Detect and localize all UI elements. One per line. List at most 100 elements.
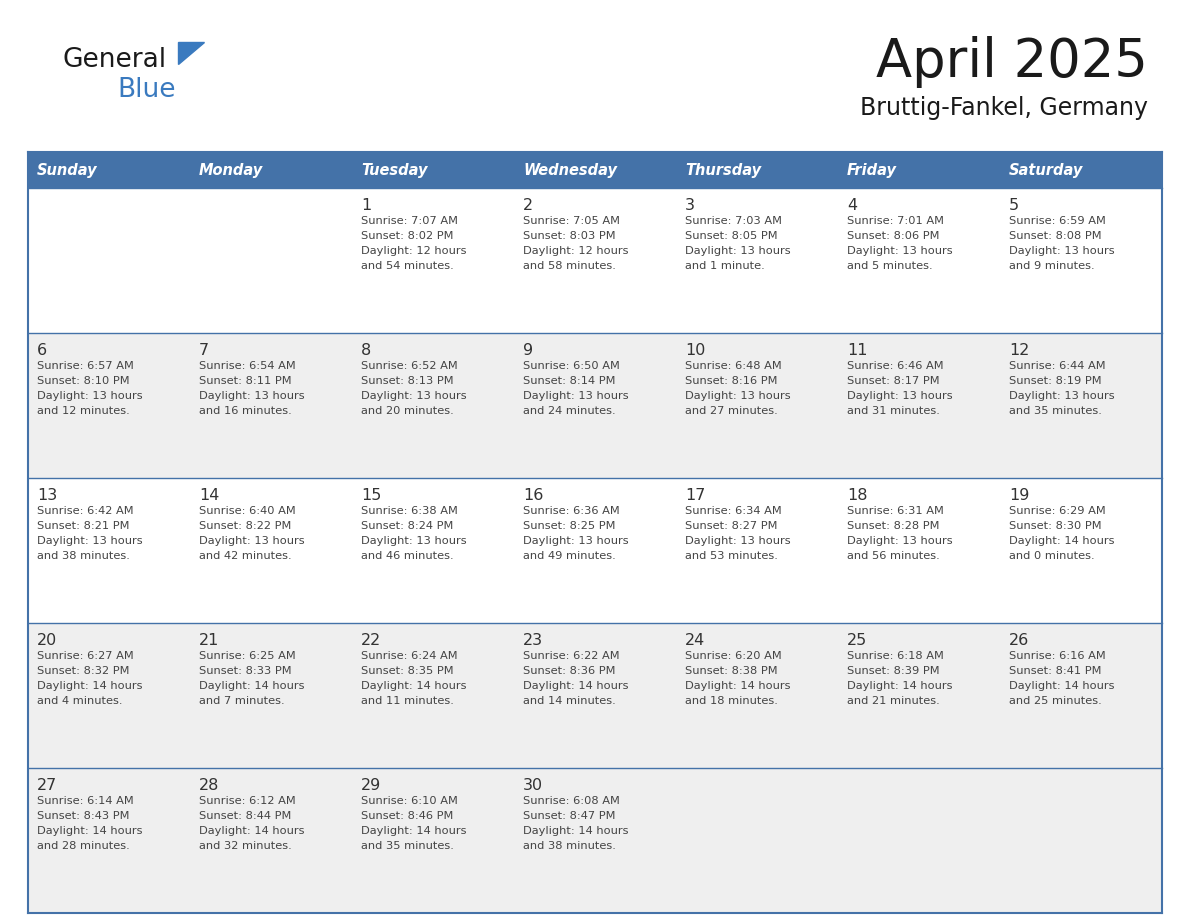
Text: April 2025: April 2025 [876,36,1148,88]
Text: Sunrise: 7:05 AM: Sunrise: 7:05 AM [523,216,620,226]
Text: Sunrise: 6:14 AM: Sunrise: 6:14 AM [37,796,134,806]
Text: Sunset: 8:17 PM: Sunset: 8:17 PM [847,376,940,386]
Text: Sunset: 8:11 PM: Sunset: 8:11 PM [200,376,291,386]
Text: and 9 minutes.: and 9 minutes. [1009,261,1094,271]
Text: Sunrise: 6:50 AM: Sunrise: 6:50 AM [523,361,620,371]
Text: Daylight: 14 hours: Daylight: 14 hours [200,826,304,836]
Text: 6: 6 [37,343,48,358]
Text: Sunrise: 6:18 AM: Sunrise: 6:18 AM [847,651,944,661]
Text: and 42 minutes.: and 42 minutes. [200,551,291,561]
Text: Sunset: 8:08 PM: Sunset: 8:08 PM [1009,231,1101,241]
Text: and 46 minutes.: and 46 minutes. [361,551,454,561]
Bar [676,152,838,188]
Bar [514,152,676,188]
Text: and 27 minutes.: and 27 minutes. [685,406,778,416]
Text: Bruttig-Fankel, Germany: Bruttig-Fankel, Germany [860,96,1148,120]
Text: Daylight: 13 hours: Daylight: 13 hours [685,536,791,546]
Text: General: General [62,47,166,73]
Text: Sunrise: 6:16 AM: Sunrise: 6:16 AM [1009,651,1106,661]
Bar [352,152,514,188]
Text: and 38 minutes.: and 38 minutes. [37,551,129,561]
Text: and 11 minutes.: and 11 minutes. [361,696,454,706]
Text: Daylight: 13 hours: Daylight: 13 hours [200,391,304,401]
Text: and 12 minutes.: and 12 minutes. [37,406,129,416]
Bar [29,188,1162,333]
Text: and 14 minutes.: and 14 minutes. [523,696,615,706]
Text: Daylight: 13 hours: Daylight: 13 hours [200,536,304,546]
Text: Sunrise: 6:25 AM: Sunrise: 6:25 AM [200,651,296,661]
Bar [29,152,190,188]
Text: Sunrise: 6:08 AM: Sunrise: 6:08 AM [523,796,620,806]
Text: Daylight: 14 hours: Daylight: 14 hours [361,681,467,691]
Text: Sunset: 8:28 PM: Sunset: 8:28 PM [847,521,940,531]
Text: and 54 minutes.: and 54 minutes. [361,261,454,271]
Text: 14: 14 [200,488,220,503]
Bar [29,623,1162,768]
Text: 2: 2 [523,198,533,213]
Text: and 56 minutes.: and 56 minutes. [847,551,940,561]
Text: Sunrise: 6:22 AM: Sunrise: 6:22 AM [523,651,620,661]
Text: Daylight: 14 hours: Daylight: 14 hours [37,681,143,691]
Text: 18: 18 [847,488,867,503]
Text: Sunrise: 6:54 AM: Sunrise: 6:54 AM [200,361,296,371]
Text: Blue: Blue [116,77,176,103]
Text: Sunset: 8:32 PM: Sunset: 8:32 PM [37,666,129,676]
Text: Sunrise: 6:59 AM: Sunrise: 6:59 AM [1009,216,1106,226]
Bar [29,333,1162,478]
Text: 23: 23 [523,633,543,648]
Text: 19: 19 [1009,488,1029,503]
Text: Daylight: 12 hours: Daylight: 12 hours [361,246,467,256]
Text: Daylight: 14 hours: Daylight: 14 hours [1009,536,1114,546]
Text: 4: 4 [847,198,857,213]
Text: Saturday: Saturday [1009,162,1083,177]
Text: 21: 21 [200,633,220,648]
Text: Sunset: 8:46 PM: Sunset: 8:46 PM [361,811,454,821]
Text: 8: 8 [361,343,371,358]
Text: 28: 28 [200,778,220,793]
Text: and 28 minutes.: and 28 minutes. [37,841,129,851]
Text: Daylight: 13 hours: Daylight: 13 hours [361,536,467,546]
Text: Sunset: 8:44 PM: Sunset: 8:44 PM [200,811,291,821]
Text: Sunset: 8:16 PM: Sunset: 8:16 PM [685,376,777,386]
Text: Sunset: 8:10 PM: Sunset: 8:10 PM [37,376,129,386]
Text: and 5 minutes.: and 5 minutes. [847,261,933,271]
Text: Sunset: 8:24 PM: Sunset: 8:24 PM [361,521,454,531]
Text: Sunrise: 6:27 AM: Sunrise: 6:27 AM [37,651,134,661]
Text: and 16 minutes.: and 16 minutes. [200,406,292,416]
Text: Sunrise: 6:36 AM: Sunrise: 6:36 AM [523,506,620,516]
Text: Daylight: 13 hours: Daylight: 13 hours [847,391,953,401]
Text: Daylight: 14 hours: Daylight: 14 hours [523,681,628,691]
Text: and 0 minutes.: and 0 minutes. [1009,551,1094,561]
Text: and 20 minutes.: and 20 minutes. [361,406,454,416]
Text: 24: 24 [685,633,706,648]
Text: 10: 10 [685,343,706,358]
Text: and 35 minutes.: and 35 minutes. [1009,406,1102,416]
Text: Daylight: 13 hours: Daylight: 13 hours [523,536,628,546]
Text: and 53 minutes.: and 53 minutes. [685,551,778,561]
Text: and 4 minutes.: and 4 minutes. [37,696,122,706]
Text: Daylight: 14 hours: Daylight: 14 hours [361,826,467,836]
Text: Sunset: 8:38 PM: Sunset: 8:38 PM [685,666,778,676]
Text: Sunset: 8:22 PM: Sunset: 8:22 PM [200,521,291,531]
Text: Sunrise: 6:46 AM: Sunrise: 6:46 AM [847,361,943,371]
Text: Tuesday: Tuesday [361,162,428,177]
Text: and 31 minutes.: and 31 minutes. [847,406,940,416]
Text: Daylight: 14 hours: Daylight: 14 hours [685,681,790,691]
Text: Daylight: 13 hours: Daylight: 13 hours [847,536,953,546]
Text: 25: 25 [847,633,867,648]
Text: Daylight: 14 hours: Daylight: 14 hours [200,681,304,691]
Text: and 21 minutes.: and 21 minutes. [847,696,940,706]
Text: 29: 29 [361,778,381,793]
Text: 13: 13 [37,488,57,503]
Text: Sunrise: 6:29 AM: Sunrise: 6:29 AM [1009,506,1106,516]
Text: Daylight: 14 hours: Daylight: 14 hours [1009,681,1114,691]
Bar [1000,152,1162,188]
Text: Sunset: 8:14 PM: Sunset: 8:14 PM [523,376,615,386]
Text: Sunrise: 7:07 AM: Sunrise: 7:07 AM [361,216,459,226]
Bar [190,152,352,188]
Text: Daylight: 12 hours: Daylight: 12 hours [523,246,628,256]
Text: 30: 30 [523,778,543,793]
Text: 26: 26 [1009,633,1029,648]
Text: Sunset: 8:06 PM: Sunset: 8:06 PM [847,231,940,241]
Text: Sunrise: 6:20 AM: Sunrise: 6:20 AM [685,651,782,661]
